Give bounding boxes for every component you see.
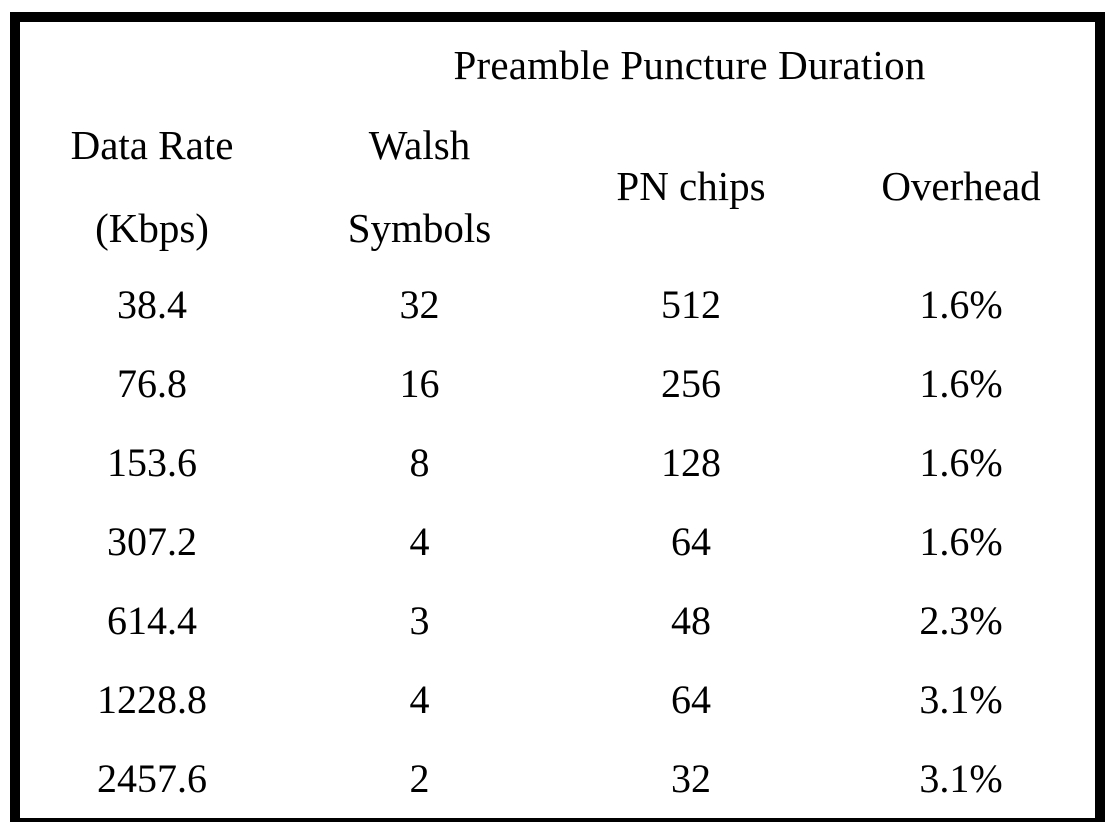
cell-pn-chips: 48 — [555, 581, 827, 660]
table-row: 38.4 32 512 1.6% — [20, 265, 1095, 344]
cell-data-rate: 614.4 — [20, 581, 284, 660]
column-header-data-rate-line1: Data Rate — [20, 125, 284, 166]
cell-overhead: 1.6% — [827, 265, 1095, 344]
cell-walsh-symbols: 16 — [284, 344, 555, 423]
column-header-pn-chips-line1: PN chips — [555, 166, 827, 207]
cell-walsh-symbols: 8 — [284, 423, 555, 502]
table-group-header-row: Preamble Puncture Duration — [20, 22, 1095, 108]
document-page: Preamble Puncture Duration Data Rate (Kb… — [0, 0, 1119, 835]
cell-data-rate: 76.8 — [20, 344, 284, 423]
cell-walsh-symbols: 3 — [284, 581, 555, 660]
cell-walsh-symbols: 4 — [284, 502, 555, 581]
column-header-walsh-symbols-line1: Walsh — [284, 125, 555, 166]
cell-overhead: 1.6% — [827, 344, 1095, 423]
column-header-pn-chips: PN chips — [555, 108, 827, 265]
cell-pn-chips: 256 — [555, 344, 827, 423]
preamble-puncture-duration-table: Preamble Puncture Duration Data Rate (Kb… — [20, 22, 1095, 818]
cell-data-rate: 1228.8 — [20, 660, 284, 739]
header-group-preamble-puncture-duration: Preamble Puncture Duration — [284, 22, 1095, 108]
column-header-walsh-symbols-line2: Symbols — [284, 208, 555, 249]
cell-pn-chips: 64 — [555, 502, 827, 581]
cell-walsh-symbols: 4 — [284, 660, 555, 739]
table-row: 2457.6 2 32 3.1% — [20, 739, 1095, 818]
header-corner-cell — [20, 22, 284, 108]
table-row: 614.4 3 48 2.3% — [20, 581, 1095, 660]
cell-data-rate: 307.2 — [20, 502, 284, 581]
cell-data-rate: 153.6 — [20, 423, 284, 502]
table-column-header-row: Data Rate (Kbps) Walsh Symbols PN chips … — [20, 108, 1095, 265]
table-row: 1228.8 4 64 3.1% — [20, 660, 1095, 739]
column-header-data-rate: Data Rate (Kbps) — [20, 108, 284, 265]
cell-data-rate: 38.4 — [20, 265, 284, 344]
column-header-data-rate-line2: (Kbps) — [20, 208, 284, 249]
cell-overhead: 1.6% — [827, 502, 1095, 581]
cell-overhead: 3.1% — [827, 739, 1095, 818]
cell-overhead: 2.3% — [827, 581, 1095, 660]
cell-walsh-symbols: 2 — [284, 739, 555, 818]
cell-pn-chips: 512 — [555, 265, 827, 344]
column-header-walsh-symbols: Walsh Symbols — [284, 108, 555, 265]
cell-pn-chips: 32 — [555, 739, 827, 818]
table-row: 76.8 16 256 1.6% — [20, 344, 1095, 423]
cell-pn-chips: 128 — [555, 423, 827, 502]
table-frame: Preamble Puncture Duration Data Rate (Kb… — [10, 12, 1105, 822]
column-header-overhead: Overhead — [827, 108, 1095, 265]
cell-overhead: 3.1% — [827, 660, 1095, 739]
column-header-overhead-line1: Overhead — [827, 166, 1095, 207]
cell-overhead: 1.6% — [827, 423, 1095, 502]
table-row: 307.2 4 64 1.6% — [20, 502, 1095, 581]
cell-pn-chips: 64 — [555, 660, 827, 739]
table-row: 153.6 8 128 1.6% — [20, 423, 1095, 502]
cell-data-rate: 2457.6 — [20, 739, 284, 818]
cell-walsh-symbols: 32 — [284, 265, 555, 344]
